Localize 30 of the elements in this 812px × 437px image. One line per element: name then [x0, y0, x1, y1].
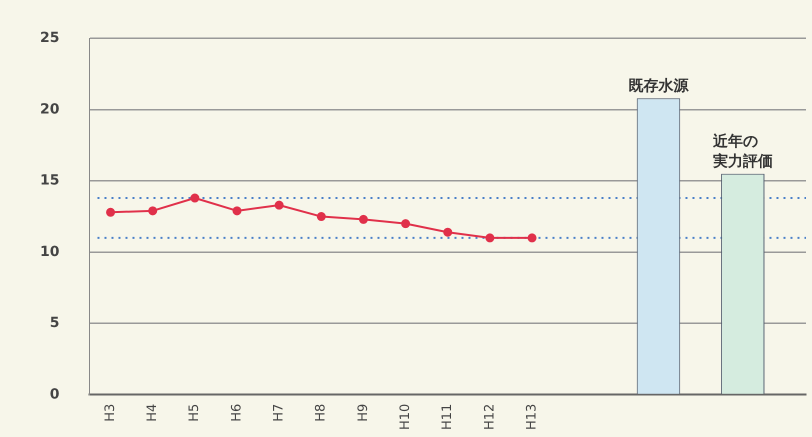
- x-tick-label: H12: [482, 404, 498, 430]
- point: [443, 228, 452, 237]
- point: [485, 233, 494, 242]
- y-tick-label: 0: [50, 386, 60, 402]
- x-tick-label: H5: [187, 404, 202, 422]
- point: [148, 206, 158, 216]
- point: [528, 233, 537, 242]
- y-tick-label: 5: [50, 315, 60, 332]
- y-tick-label: 15: [40, 172, 60, 189]
- annotation: 既存水源: [628, 76, 690, 95]
- point: [190, 194, 200, 203]
- y-tick-label: 10: [40, 244, 60, 260]
- point: [274, 200, 284, 210]
- point: [401, 219, 410, 228]
- point: [106, 208, 116, 217]
- x-tick-label: H6: [229, 404, 244, 422]
- point: [358, 214, 368, 224]
- x-tick-label: H4: [145, 404, 160, 422]
- x-tick-label: H13: [524, 404, 540, 430]
- point: [232, 206, 242, 216]
- point: [316, 212, 326, 222]
- x-tick-label: H10: [398, 404, 413, 430]
- annotation: 近年の実力評価: [712, 132, 773, 170]
- y-tick-label: 20: [40, 101, 60, 118]
- x-tick-label: H11: [440, 404, 456, 430]
- x-tick-label: H9: [356, 404, 371, 422]
- x-tick-label: H8: [314, 404, 329, 422]
- x-tick-label: H3: [102, 404, 118, 422]
- y-tick-label: 25: [40, 30, 60, 46]
- x-tick-label: H7: [272, 404, 287, 422]
